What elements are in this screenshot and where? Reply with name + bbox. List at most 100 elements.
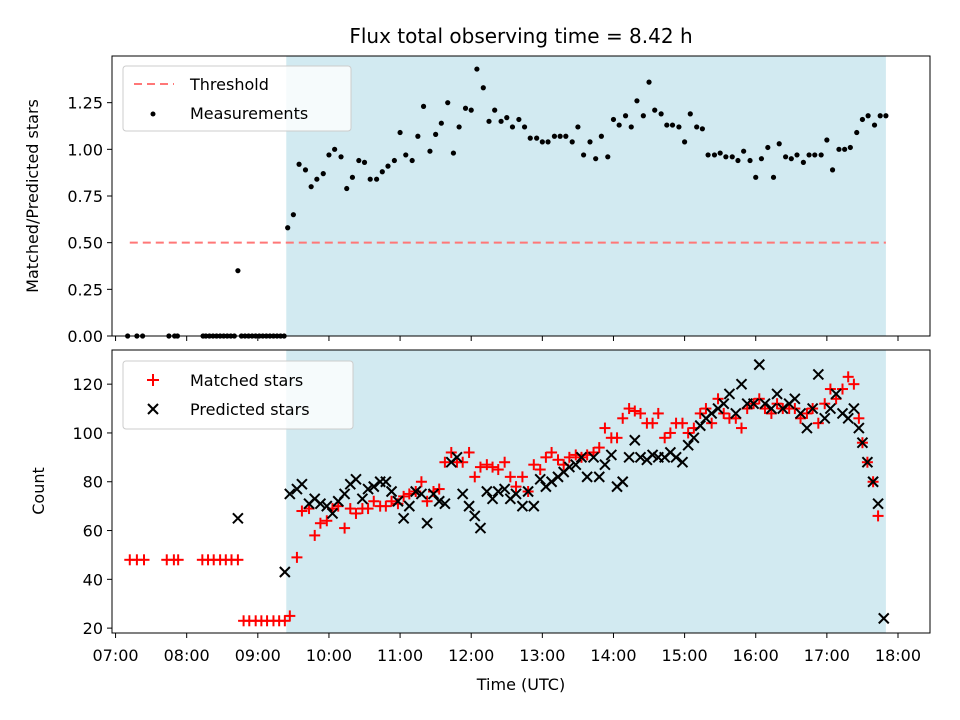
predicted-stars-point [350, 473, 362, 486]
measurement-point [361, 159, 368, 165]
matched-stars-point [611, 432, 623, 444]
bot-y-tick-label: 120 [72, 375, 103, 394]
measurement-point [818, 152, 824, 158]
predicted-stars-point [528, 500, 540, 512]
predicted-stars-point [433, 495, 445, 507]
measurement-point [397, 129, 403, 136]
measurement-point [658, 111, 664, 117]
measurement-point [664, 122, 670, 128]
bot-y-tick-label: 40 [83, 570, 103, 589]
matched-stars-point [623, 403, 635, 415]
measurement-point [717, 150, 723, 156]
predicted-stars-point [830, 388, 842, 400]
predicted-stars-point [279, 566, 291, 578]
measurement-point [794, 152, 800, 158]
predicted-stars-point [629, 434, 641, 446]
x-tick-label: 08:00 [164, 646, 210, 665]
matched-stars-point [469, 471, 481, 483]
measurement-point [842, 146, 848, 152]
measurement-point [776, 141, 782, 147]
measurement-point [557, 133, 563, 139]
bottom-plot-frame [111, 349, 931, 634]
matched-stars-point [510, 481, 522, 493]
top-y-tick-label: 0.75 [67, 187, 103, 206]
measurement-point [235, 268, 241, 274]
predicted-stars-point [380, 476, 392, 488]
measurement-point [486, 118, 492, 124]
measurement-point [877, 113, 883, 119]
measurement-point [338, 154, 344, 160]
measurement-point [705, 152, 711, 158]
predicted-stars-point [623, 451, 635, 464]
matched-stars-point [824, 383, 836, 395]
matched-stars-point [504, 471, 516, 483]
top-observing-interval-shade [286, 56, 886, 336]
predicted-stars-point [867, 476, 879, 488]
measurement-point [468, 107, 474, 113]
measurement-point [640, 113, 646, 119]
matched-stars-point [676, 417, 688, 429]
measurement-point [646, 79, 652, 85]
bot-y-tick-label: 20 [83, 619, 103, 638]
matched-stars-point [415, 476, 427, 488]
legend-measurements-swatch [150, 111, 156, 117]
measurement-point [824, 137, 830, 143]
predicted-stars-point [368, 480, 380, 493]
predicted-stars-point [801, 422, 813, 434]
x-tick-label: 10:00 [306, 646, 352, 665]
measurement-point [765, 144, 771, 151]
matched-stars-point [499, 456, 511, 468]
legend-predicted-label: Predicted stars [190, 400, 310, 419]
matched-stars-point [853, 412, 865, 424]
matched-stars-point [398, 490, 410, 502]
predicted-stars-point [570, 458, 582, 471]
bottom-y-axis-label: Count [29, 467, 48, 515]
predicted-stars-point [789, 393, 801, 405]
measurement-point [480, 85, 486, 91]
matched-stars-point [172, 554, 184, 566]
predicted-stars-point [581, 471, 593, 483]
measurement-point [669, 122, 676, 128]
predicted-stars-point [694, 419, 706, 432]
matched-stars-point [563, 451, 575, 463]
top-y-tick-label: 0.25 [67, 280, 103, 299]
top-panel: 0.00 0.25 0.50 0.75 1.00 1.25 Matched/Predict… [23, 55, 931, 346]
matched-stars-point [617, 412, 629, 424]
matched-stars-point [362, 503, 374, 515]
measurement-point [616, 122, 622, 128]
predicted-stars-point [735, 378, 748, 390]
measurement-point [859, 116, 866, 123]
measurement-point [806, 152, 812, 158]
predicted-stars-point [682, 439, 694, 451]
measurement-point [770, 174, 777, 180]
measurement-point [320, 171, 326, 177]
measurement-point [438, 120, 444, 126]
bot-y-tick-label: 60 [83, 522, 103, 541]
measurement-point [788, 156, 794, 162]
matched-stars-point [819, 398, 831, 410]
measurement-point [652, 107, 658, 113]
measurement-point [622, 113, 629, 119]
predicted-stars-point [853, 422, 865, 434]
top-legend-box [122, 65, 352, 132]
matched-stars-point [492, 464, 504, 476]
predicted-stars-point [842, 412, 854, 425]
matched-stars-point [339, 522, 351, 534]
predicted-stars-point [718, 397, 730, 410]
bot-observing-interval-shade [286, 350, 886, 633]
predicted-stars-point [492, 485, 504, 498]
legend-threshold-label: Threshold [189, 75, 269, 94]
predicted-stars-point [510, 488, 522, 500]
top-plot-frame [111, 55, 931, 337]
predicted-stars-point [321, 500, 333, 512]
matched-stars-point [439, 456, 451, 468]
measurement-point [356, 157, 362, 164]
top-y-tick-label: 0.50 [67, 234, 103, 253]
predicted-stars-point [385, 485, 398, 498]
measurement-point [563, 133, 569, 139]
measurement-point [290, 212, 296, 218]
predicted-stars-point [676, 456, 689, 468]
x-tick-label: 07:00 [93, 646, 139, 665]
measurement-point [462, 105, 469, 111]
predicted-stars-point [362, 483, 374, 495]
